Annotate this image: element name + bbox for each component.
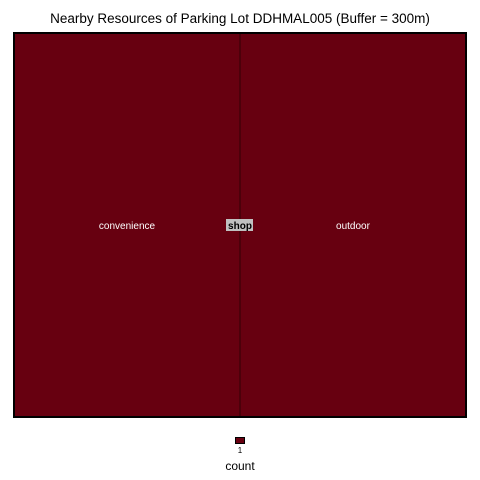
- tile-label-outdoor: outdoor: [336, 221, 371, 232]
- legend-title: count: [225, 459, 255, 473]
- legend-key: [235, 437, 245, 444]
- chart-title: Nearby Resources of Parking Lot DDHMAL00…: [50, 11, 430, 26]
- treemap-tile-convenience: [14, 33, 240, 417]
- plot-border: [13, 32, 467, 418]
- tile-label-convenience: convenience: [99, 221, 156, 232]
- treemap-tile-outdoor: [240, 33, 466, 417]
- group-label-bg: [226, 219, 253, 231]
- group-label: shop: [228, 221, 252, 232]
- legend-tick: 1: [237, 446, 243, 455]
